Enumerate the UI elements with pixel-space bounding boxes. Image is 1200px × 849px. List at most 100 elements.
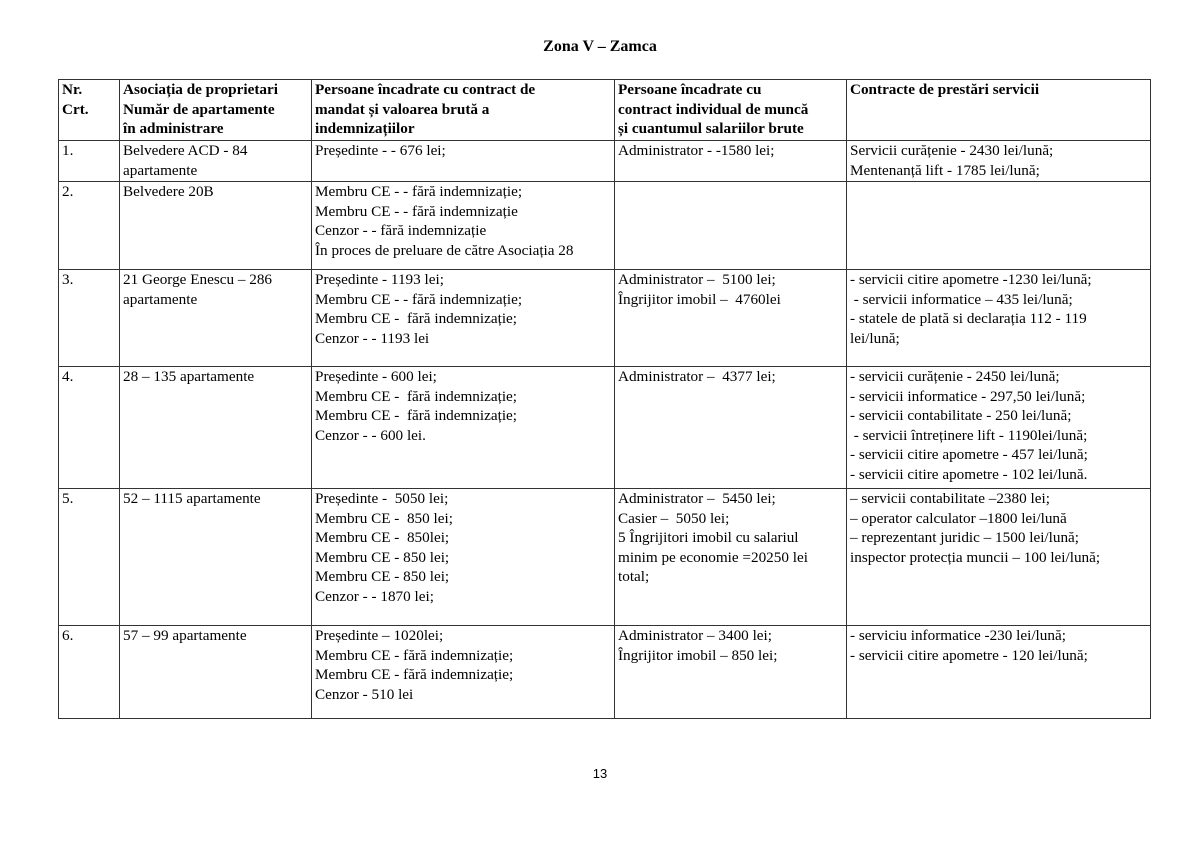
cell-line: Președinte - 5050 lei; [315, 490, 449, 507]
cell-line: 57 – 99 apartamente [123, 627, 247, 644]
cell-asociatie: Belvedere 20B [119, 181, 312, 270]
page-number: 13 [592, 766, 608, 781]
header-contract-munca: Persoane încadrate cu contract individual… [614, 79, 847, 141]
cell-line: 52 – 1115 apartamente [123, 490, 261, 507]
cell-contract-munca [614, 181, 847, 270]
header-line: Crt. [62, 100, 89, 118]
header-asociatie: Asociația de proprietari Număr de apartam… [119, 79, 312, 141]
cell-line: 2. [62, 183, 74, 200]
cell-asociatie: 28 – 135 apartamente [119, 366, 312, 489]
cell-asociatie: Belvedere ACD - 84 apartamente [119, 140, 312, 182]
header-line: Asociația de proprietari [123, 81, 278, 98]
header-line: indemnizațiilor [315, 120, 415, 138]
cell-line: Cenzor - - 1193 lei [315, 329, 430, 347]
cell-line: – reprezentant juridic – 1500 lei/lună; [850, 529, 1079, 547]
cell-line: Membru CE - fără indemnizație; [315, 387, 518, 405]
cell-line: 6. [62, 627, 74, 644]
cell-line: - servicii contabilitate - 250 lei/lună; [850, 407, 1072, 425]
cell-line: 1. [62, 142, 74, 159]
cell-line: - servicii informatice – 435 lei/lună; [850, 290, 1073, 308]
cell-contract-mandat: Președinte – 1020lei; Membru CE - fără in… [311, 625, 615, 719]
header-nr-crt: Nr. Crt. [58, 79, 120, 141]
cell-line: Cenzor - 510 lei [315, 685, 414, 703]
cell-nr-crt: 6. [58, 625, 120, 719]
header-line: în administrare [123, 120, 224, 138]
cell-line: - servicii citire apometre - 120 lei/lun… [850, 646, 1088, 664]
cell-line: Membru CE - fără indemnizație; [315, 407, 518, 425]
cell-line: Administrator – 5450 lei; [618, 490, 776, 507]
cell-asociatie: 52 – 1115 apartamente [119, 488, 312, 626]
cell-line: Membru CE - - fără indemnizație; [315, 290, 523, 308]
cell-contract-munca: Administrator – 5100 lei; Îngrijitor imob… [614, 269, 847, 367]
cell-contracte-servicii [846, 181, 1151, 270]
cell-contracte-servicii: – servicii contabilitate –2380 lei; – ope… [846, 488, 1151, 626]
cell-line: În proces de preluare de către Asociația… [315, 241, 574, 259]
cell-line: apartamente [123, 161, 198, 179]
cell-line: 28 – 135 apartamente [123, 368, 255, 385]
header-contract-mandat: Persoane încadrate cu contract de mandat … [311, 79, 615, 141]
cell-line: 4. [62, 368, 74, 385]
cell-line: apartamente [123, 290, 198, 308]
cell-line: minim pe economie =20250 lei [618, 548, 808, 566]
cell-contract-mandat: Membru CE - - fără indemnizație; Membru C… [311, 181, 615, 270]
cell-nr-crt: 5. [58, 488, 120, 626]
header-line: și cuantumul salariilor brute [618, 120, 804, 138]
cell-contract-mandat: Președinte - 5050 lei; Membru CE - 850 le… [311, 488, 615, 626]
table-row: 1. Belvedere ACD - 84 apartamente Președint… [58, 140, 1151, 182]
cell-line: - servicii curățenie - 2450 lei/lună; [850, 368, 1060, 385]
cell-line: Administrator – 5100 lei; [618, 271, 776, 288]
cell-line: - servicii întreținere lift - 1190lei/lu… [850, 426, 1088, 444]
cell-line: - servicii citire apometre - 457 lei/lun… [850, 446, 1088, 464]
cell-line: 5 Îngrijitori imobil cu salariul [618, 529, 799, 547]
cell-line: - statele de plată si declarația 112 - 1… [850, 310, 1087, 328]
cell-line: Administrator - -1580 lei; [618, 142, 775, 159]
cell-line: Membru CE - fără indemnizație; [315, 310, 518, 328]
cell-line: Membru CE - 850 lei; [315, 509, 453, 527]
cell-contract-munca: Administrator – 4377 lei; [614, 366, 847, 489]
cell-line: Îngrijitor imobil – 4760lei [618, 290, 781, 308]
header-line: contract individual de muncă [618, 100, 809, 118]
cell-line: - serviciu informatice -230 lei/lună; [850, 627, 1066, 644]
cell-nr-crt: 3. [58, 269, 120, 367]
cell-contracte-servicii: Servicii curățenie - 2430 lei/lună; Mente… [846, 140, 1151, 182]
cell-nr-crt: 1. [58, 140, 120, 182]
cell-line: Servicii curățenie - 2430 lei/lună; [850, 142, 1054, 159]
cell-line: Membru CE - fără indemnizație; [315, 666, 514, 684]
cell-contract-munca: Administrator – 5450 lei; Casier – 5050 l… [614, 488, 847, 626]
cell-line: inspector protecția muncii – 100 lei/lun… [850, 548, 1101, 566]
cell-line: Casier – 5050 lei; [618, 509, 730, 527]
cell-line: Membru CE - - fără indemnizație [315, 202, 518, 220]
cell-line: – operator calculator –1800 lei/lună [850, 509, 1067, 527]
cell-line: Cenzor - - 1870 lei; [315, 587, 434, 605]
cell-line: Președinte - 1193 lei; [315, 271, 444, 288]
cell-nr-crt: 4. [58, 366, 120, 489]
cell-line: Îngrijitor imobil – 850 lei; [618, 646, 778, 664]
cell-line: Președinte - - 676 lei; [315, 142, 446, 159]
table-row: 3. 21 George Enescu – 286 apartamente Preșe… [58, 269, 1151, 367]
cell-line: Membru CE - fără indemnizație; [315, 646, 514, 664]
cell-line: total; [618, 568, 650, 586]
cell-line: 5. [62, 490, 74, 507]
cell-line: 3. [62, 271, 74, 288]
cell-contract-munca: Administrator - -1580 lei; [614, 140, 847, 182]
page-title: Zona V – Zamca [543, 38, 657, 55]
contracts-table: Nr. Crt. Asociația de proprietari Număr de … [58, 79, 1151, 719]
header-line: Număr de apartamente [123, 100, 275, 118]
cell-contracte-servicii: - servicii curățenie - 2450 lei/lună; - s… [846, 366, 1151, 489]
header-line: mandat și valoarea brută a [315, 100, 490, 118]
cell-contracte-servicii: - serviciu informatice -230 lei/lună; - s… [846, 625, 1151, 719]
cell-nr-crt: 2. [58, 181, 120, 270]
header-contracte-servicii: Contracte de prestări servicii [846, 79, 1151, 141]
cell-line: Cenzor - - fără indemnizație [315, 222, 487, 240]
cell-contract-mandat: Președinte - 600 lei; Membru CE - fără in… [311, 366, 615, 489]
cell-asociatie: 57 – 99 apartamente [119, 625, 312, 719]
cell-contract-mandat: Președinte - - 676 lei; [311, 140, 615, 182]
header-line: Nr. [62, 81, 83, 98]
cell-line: Membru CE - 850 lei; [315, 548, 450, 566]
cell-line: Membru CE - 850lei; [315, 529, 450, 547]
cell-line: - servicii citire apometre - 102 lei/lun… [850, 465, 1088, 483]
cell-asociatie: 21 George Enescu – 286 apartamente [119, 269, 312, 367]
table-row: 4. 28 – 135 apartamente Președinte - 600 l… [58, 366, 1151, 489]
cell-line: Mentenanță lift - 1785 lei/lună; [850, 161, 1040, 179]
cell-line: Membru CE - - fără indemnizație; [315, 183, 523, 200]
